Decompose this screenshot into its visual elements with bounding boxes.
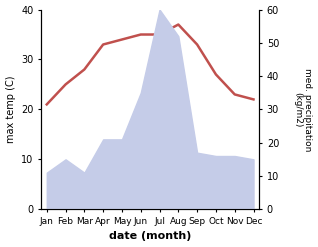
Y-axis label: med. precipitation
(kg/m2): med. precipitation (kg/m2) — [293, 68, 313, 151]
X-axis label: date (month): date (month) — [109, 231, 191, 242]
Y-axis label: max temp (C): max temp (C) — [5, 76, 16, 143]
